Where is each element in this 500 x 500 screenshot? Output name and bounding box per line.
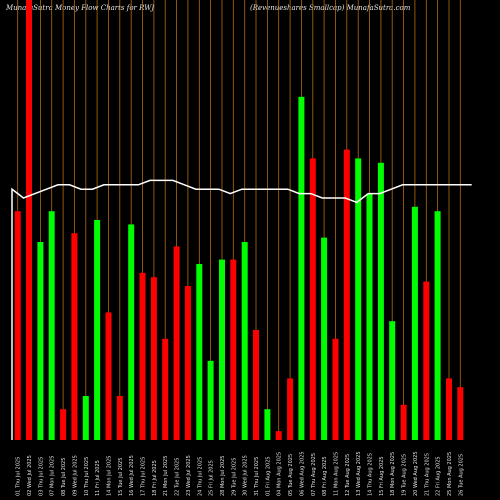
money-flow-bar <box>150 277 157 440</box>
x-tick-label: 10 Thu Jul 2025 <box>84 457 90 496</box>
x-tick-label: 06 Wed Aug 2025 <box>299 451 305 496</box>
money-flow-bar <box>60 409 67 440</box>
x-tick-label: 18 Fri Jul 2025 <box>152 460 158 496</box>
x-tick-label: 28 Mon Jul 2025 <box>220 456 226 496</box>
money-flow-bar <box>309 158 316 440</box>
money-flow-bar <box>253 330 259 440</box>
x-tick-label: 04 Mon Aug 2025 <box>277 452 283 496</box>
x-tick-label: 22 Fri Aug 2025 <box>436 456 442 496</box>
x-tick-label: 08 Tue Jul 2025 <box>61 458 67 496</box>
chart-subtitle: (Revenueshares Smallcap) MunafaSutra.com <box>250 4 411 12</box>
money-flow-bar <box>264 409 271 440</box>
x-tick-label: 12 Tue Aug 2025 <box>345 454 351 496</box>
chart-title: MunafaSutra Money Flow Charts for RWJ <box>6 4 155 12</box>
x-tick-label: 11 Mon Aug 2025 <box>334 452 340 496</box>
x-tick-label: 01 Thu Jul 2025 <box>16 457 22 496</box>
x-tick-label: 15 Tue Jul 2025 <box>118 458 124 496</box>
money-flow-bar <box>298 96 305 441</box>
x-tick-label: 15 Fri Aug 2025 <box>379 456 385 496</box>
x-tick-label: 14 Thu Aug 2025 <box>368 453 374 496</box>
money-flow-bar <box>366 193 373 440</box>
money-flow-bar <box>275 431 282 440</box>
money-flow-bar <box>37 242 44 440</box>
money-flow-bar <box>196 264 203 440</box>
x-tick-label: 30 Wed Jul 2025 <box>243 455 249 496</box>
x-tick-labels: 01 Thu Jul 2025 02 Wed Jul 2025 03 Thu Jul… <box>16 451 465 496</box>
x-tick-label: 08 Fri Aug 2025 <box>322 456 328 496</box>
money-flow-bar <box>26 0 32 440</box>
money-flow-bar <box>343 149 350 440</box>
money-flow-bar <box>173 246 180 440</box>
money-flow-line-path <box>11 179 472 440</box>
x-tick-label: 21 Thu Aug 2025 <box>424 453 430 496</box>
x-tick-label: 21 Mon Jul 2025 <box>163 456 169 496</box>
x-tick-label: 11 Fri Jul 2025 <box>95 460 101 496</box>
x-tick-label: 26 Tue Aug 2025 <box>458 454 464 496</box>
x-tick-label: 13 Wed Aug 2025 <box>356 451 362 496</box>
x-tick-label: 22 Tue Jul 2025 <box>175 458 181 496</box>
money-flow-bar <box>241 242 248 440</box>
money-flow-bar <box>162 338 169 440</box>
money-flow-bar <box>411 206 418 440</box>
money-flow-bar <box>446 378 452 440</box>
money-flow-bar <box>139 272 146 440</box>
money-flow-bar <box>105 312 112 440</box>
money-flow-bar <box>457 387 464 440</box>
money-flow-bar <box>423 281 430 440</box>
money-flow-bar <box>128 224 135 440</box>
x-tick-label: 18 Mon Aug 2025 <box>390 452 396 496</box>
x-tick-label: 03 Thu Jul 2025 <box>38 457 44 496</box>
money-flow-bar <box>332 338 339 440</box>
money-flow-bar <box>71 233 78 440</box>
money-flow-bar <box>82 396 89 440</box>
x-tick-label: 09 Wed Jul 2025 <box>72 455 78 496</box>
x-tick-label: 23 Wed Jul 2025 <box>186 455 192 496</box>
x-tick-label: 20 Wed Aug 2025 <box>413 451 419 496</box>
x-tick-label: 01 Fri Aug 2025 <box>265 456 271 496</box>
money-flow-bar <box>400 404 407 440</box>
x-tick-label: 02 Wed Jul 2025 <box>27 455 33 496</box>
x-tick-label: 16 Wed Jul 2025 <box>129 455 135 496</box>
x-tick-label: 19 Tue Aug 2025 <box>402 454 408 496</box>
x-tick-label: 25 Fri Jul 2025 <box>209 460 215 496</box>
x-tick-label: 25 Mon Aug 2025 <box>447 452 453 496</box>
money-flow-bar <box>48 211 55 440</box>
x-tick-label: 07 Mon Jul 2025 <box>50 456 56 496</box>
money-flow-bar <box>287 378 294 440</box>
money-flow-line <box>11 179 472 440</box>
money-flow-bar <box>116 396 123 440</box>
x-tick-label: 14 Mon Jul 2025 <box>107 456 113 496</box>
money-flow-bar <box>355 158 362 440</box>
money-flow-bar <box>377 162 384 441</box>
x-tick-label: 31 Thu Jul 2025 <box>254 457 260 496</box>
money-flow-bar <box>434 211 441 440</box>
x-tick-label: 24 Thu Jul 2025 <box>197 457 203 496</box>
money-flow-bar <box>14 211 21 440</box>
x-tick-label: 07 Thu Aug 2025 <box>311 453 317 496</box>
money-flow-bar <box>94 220 101 440</box>
money-flow-bar <box>184 286 191 440</box>
money-flow-bar <box>219 259 225 440</box>
x-tick-label: 17 Thu Jul 2025 <box>141 457 147 496</box>
x-tick-label: 29 Tue Jul 2025 <box>231 458 237 496</box>
x-tick-label: 05 Tue Aug 2025 <box>288 454 294 496</box>
money-flow-bar <box>321 237 328 440</box>
money-flow-bar <box>207 360 214 440</box>
bars <box>14 0 464 441</box>
money-flow-bar <box>230 259 237 440</box>
money-flow-bar <box>389 321 396 440</box>
